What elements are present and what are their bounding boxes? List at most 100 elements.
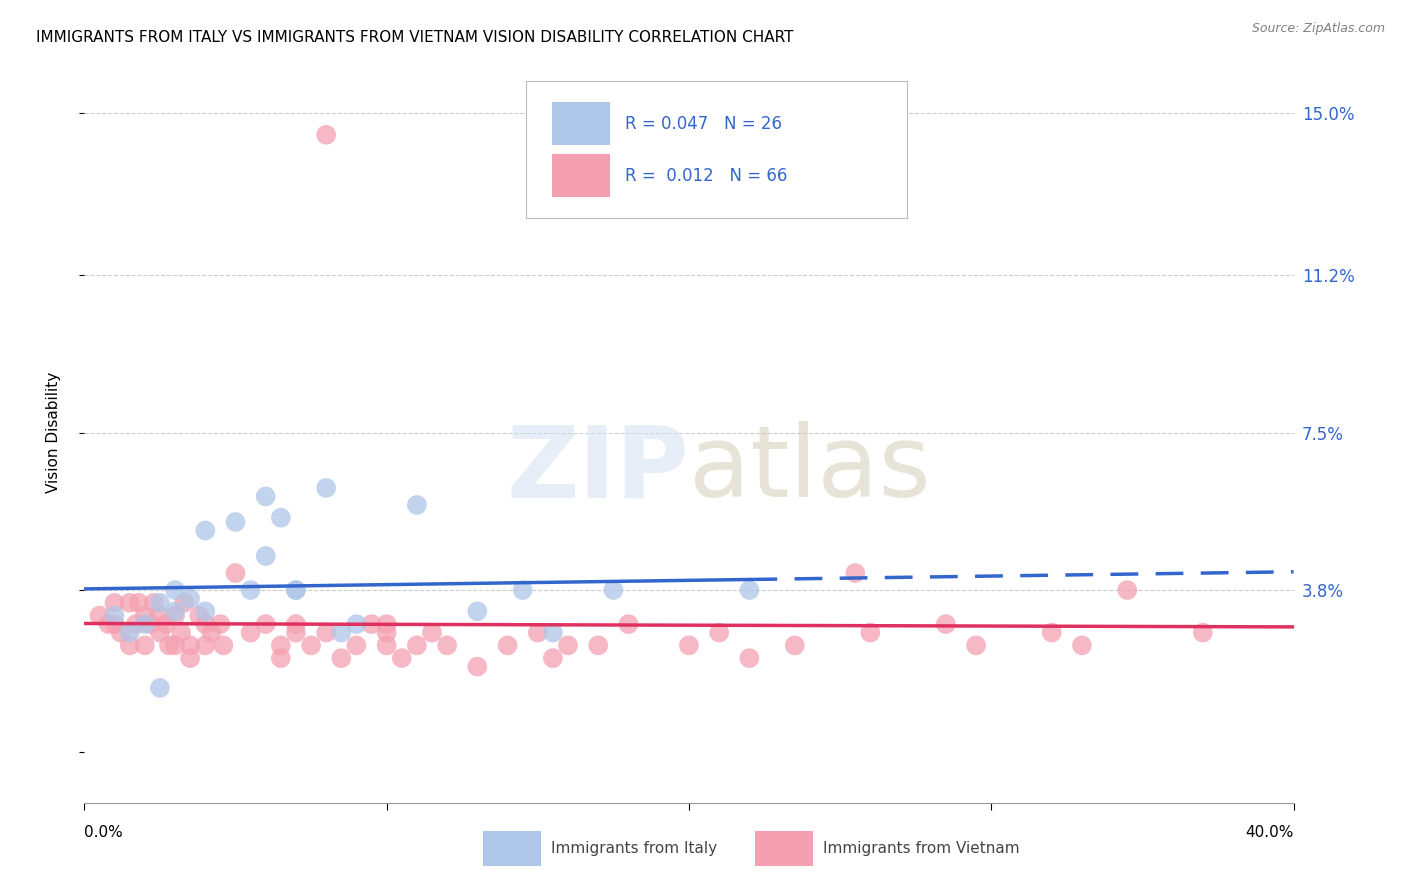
Point — [1192, 625, 1215, 640]
Point — [285, 617, 308, 632]
Point — [557, 639, 579, 653]
Point — [406, 498, 429, 512]
Point — [512, 582, 534, 597]
Point — [188, 608, 211, 623]
Point — [299, 639, 322, 653]
Point — [118, 625, 141, 640]
Point — [139, 617, 162, 632]
Point — [330, 651, 353, 665]
Point — [436, 639, 458, 653]
Point — [134, 608, 156, 623]
Point — [194, 524, 217, 538]
Point — [375, 639, 398, 653]
Point — [157, 639, 180, 653]
Point — [270, 510, 292, 524]
Point — [194, 604, 217, 618]
Point — [420, 625, 443, 640]
Point — [844, 566, 866, 580]
Text: IMMIGRANTS FROM ITALY VS IMMIGRANTS FROM VIETNAM VISION DISABILITY CORRELATION C: IMMIGRANTS FROM ITALY VS IMMIGRANTS FROM… — [37, 29, 793, 45]
Point — [134, 639, 156, 653]
Point — [541, 651, 564, 665]
Point — [254, 549, 277, 563]
FancyBboxPatch shape — [553, 103, 610, 145]
Point — [285, 582, 308, 597]
Point — [315, 625, 337, 640]
Text: Immigrants from Italy: Immigrants from Italy — [551, 841, 717, 856]
Point — [165, 639, 187, 653]
Point — [239, 582, 262, 597]
Point — [194, 617, 217, 632]
Text: R = 0.047   N = 26: R = 0.047 N = 26 — [624, 115, 782, 133]
Point — [165, 582, 187, 597]
Point — [965, 639, 987, 653]
Point — [709, 625, 731, 640]
Point — [527, 625, 550, 640]
Point — [104, 596, 127, 610]
Y-axis label: Vision Disability: Vision Disability — [46, 372, 60, 493]
Point — [149, 681, 172, 695]
Point — [406, 639, 429, 653]
Point — [738, 651, 761, 665]
Point — [678, 639, 700, 653]
Point — [541, 625, 564, 640]
FancyBboxPatch shape — [755, 831, 814, 866]
Point — [89, 608, 111, 623]
Point — [165, 608, 187, 623]
Point — [134, 617, 156, 632]
Point — [125, 617, 148, 632]
Point — [588, 639, 610, 653]
Text: Immigrants from Vietnam: Immigrants from Vietnam — [823, 841, 1019, 856]
Text: 0.0%: 0.0% — [84, 825, 124, 840]
Point — [375, 617, 398, 632]
Point — [155, 617, 177, 632]
Point — [467, 659, 489, 673]
Text: atlas: atlas — [689, 421, 931, 518]
Point — [254, 490, 277, 504]
Point — [270, 639, 292, 653]
Point — [118, 639, 141, 653]
Point — [617, 617, 640, 632]
FancyBboxPatch shape — [553, 154, 610, 197]
Point — [285, 625, 308, 640]
Point — [149, 596, 172, 610]
Point — [194, 639, 217, 653]
Point — [496, 639, 519, 653]
Point — [225, 566, 247, 580]
Point — [110, 625, 132, 640]
Point — [173, 596, 195, 610]
Point — [375, 625, 398, 640]
FancyBboxPatch shape — [526, 81, 907, 218]
Point — [467, 604, 489, 618]
Point — [935, 617, 957, 632]
Point — [225, 515, 247, 529]
Text: R =  0.012   N = 66: R = 0.012 N = 66 — [624, 167, 787, 185]
Point — [330, 625, 353, 640]
Point — [285, 582, 308, 597]
Point — [179, 639, 201, 653]
Point — [97, 617, 120, 632]
Point — [315, 481, 337, 495]
Point — [118, 596, 141, 610]
Point — [212, 639, 235, 653]
Point — [209, 617, 232, 632]
Point — [179, 651, 201, 665]
Point — [391, 651, 413, 665]
Point — [149, 608, 172, 623]
Point — [200, 625, 222, 640]
Point — [346, 617, 368, 632]
Point — [1040, 625, 1063, 640]
Point — [128, 596, 150, 610]
Point — [179, 591, 201, 606]
Point — [738, 582, 761, 597]
Point — [104, 617, 127, 632]
Point — [104, 608, 127, 623]
Point — [254, 617, 277, 632]
Text: 40.0%: 40.0% — [1246, 825, 1294, 840]
Text: ZIP: ZIP — [506, 421, 689, 518]
Point — [149, 625, 172, 640]
Point — [602, 582, 624, 597]
Point — [783, 639, 806, 653]
Text: Source: ZipAtlas.com: Source: ZipAtlas.com — [1251, 22, 1385, 36]
Point — [170, 625, 193, 640]
Point — [859, 625, 882, 640]
